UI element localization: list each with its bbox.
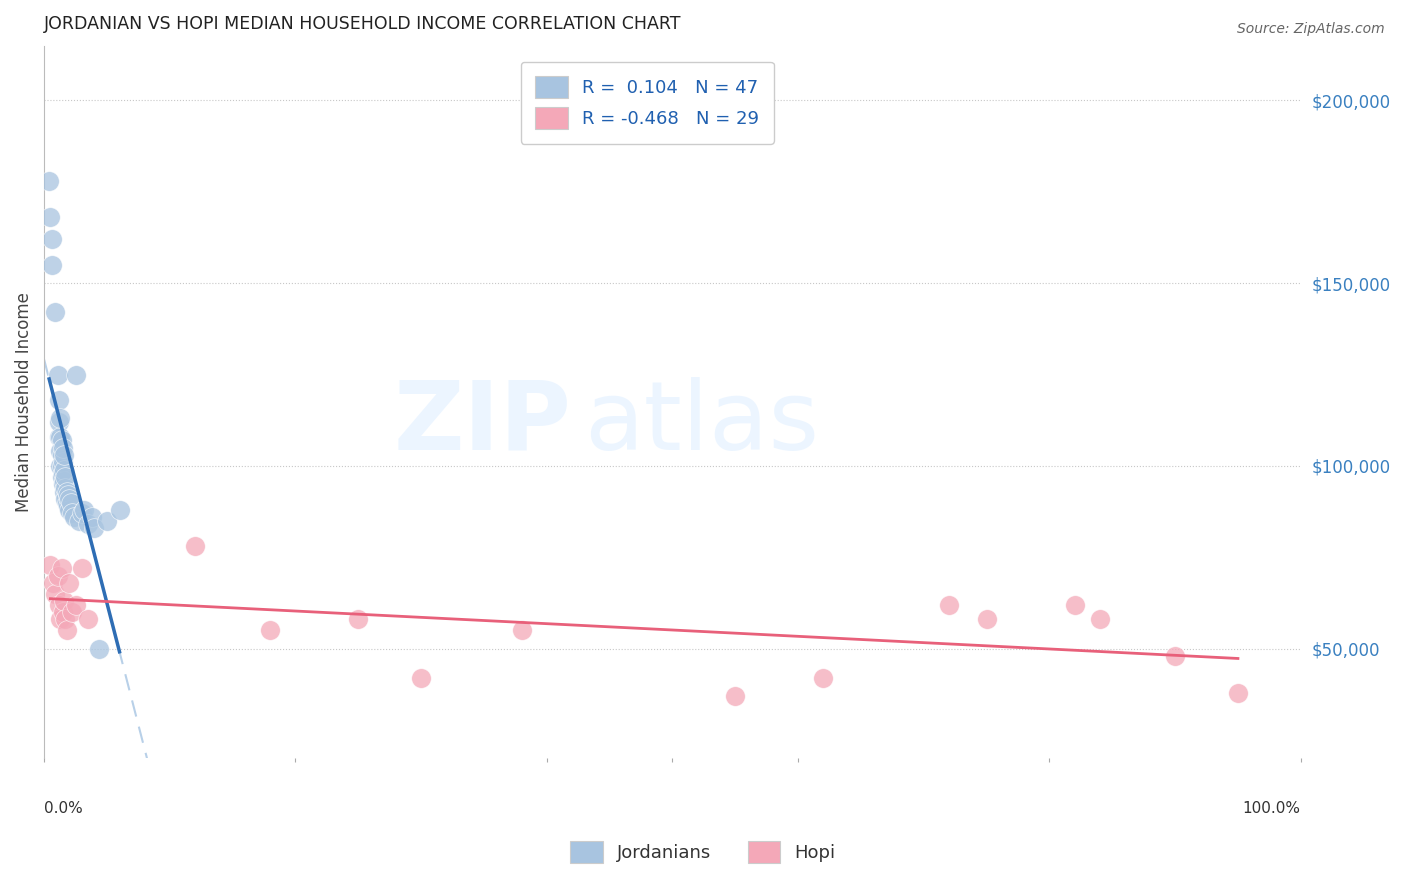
Point	[44, 305, 66, 319]
Point	[52, 441, 75, 455]
Point	[41, 258, 63, 272]
Point	[49, 411, 72, 425]
Text: 100.0%: 100.0%	[1243, 801, 1301, 816]
Point	[56, 499, 79, 513]
Legend: Jordanians, Hopi: Jordanians, Hopi	[560, 830, 846, 874]
Point	[39, 558, 62, 572]
Point	[96, 514, 118, 528]
Point	[813, 671, 835, 685]
Point	[49, 430, 72, 444]
Point	[184, 540, 207, 554]
Point	[55, 495, 77, 509]
Point	[108, 503, 131, 517]
Point	[48, 415, 70, 429]
Point	[259, 624, 281, 638]
Point	[52, 605, 75, 619]
Point	[49, 444, 72, 458]
Point	[51, 434, 73, 448]
Text: atlas: atlas	[585, 377, 820, 470]
Point	[65, 368, 87, 382]
Legend: R =  0.104   N = 47, R = -0.468   N = 29: R = 0.104 N = 47, R = -0.468 N = 29	[520, 62, 773, 144]
Point	[53, 594, 76, 608]
Point	[63, 510, 86, 524]
Point	[67, 514, 90, 528]
Point	[347, 612, 370, 626]
Point	[49, 612, 72, 626]
Point	[58, 503, 80, 517]
Point	[60, 507, 83, 521]
Point	[46, 568, 69, 582]
Point	[65, 598, 87, 612]
Point	[1088, 612, 1111, 626]
Point	[55, 484, 77, 499]
Point	[55, 491, 77, 506]
Point	[70, 561, 93, 575]
Point	[53, 474, 76, 488]
Point	[56, 488, 79, 502]
Point	[41, 232, 63, 246]
Point	[48, 430, 70, 444]
Point	[1063, 598, 1085, 612]
Point	[1226, 685, 1249, 699]
Point	[976, 612, 998, 626]
Point	[48, 598, 70, 612]
Point	[510, 624, 533, 638]
Point	[83, 521, 105, 535]
Point	[51, 448, 73, 462]
Point	[77, 612, 100, 626]
Point	[44, 587, 66, 601]
Point	[89, 641, 111, 656]
Point	[46, 368, 69, 382]
Point	[70, 507, 93, 521]
Point	[58, 575, 80, 590]
Point	[53, 448, 76, 462]
Point	[51, 470, 73, 484]
Point	[938, 598, 960, 612]
Point	[724, 690, 747, 704]
Y-axis label: Median Household Income: Median Household Income	[15, 292, 32, 512]
Point	[55, 470, 77, 484]
Point	[1164, 648, 1187, 663]
Point	[51, 561, 73, 575]
Text: JORDANIAN VS HOPI MEDIAN HOUSEHOLD INCOME CORRELATION CHART: JORDANIAN VS HOPI MEDIAN HOUSEHOLD INCOM…	[44, 15, 682, 33]
Point	[80, 510, 103, 524]
Text: Source: ZipAtlas.com: Source: ZipAtlas.com	[1237, 22, 1385, 37]
Point	[55, 612, 77, 626]
Point	[51, 458, 73, 473]
Text: 0.0%: 0.0%	[44, 801, 83, 816]
Point	[58, 491, 80, 506]
Point	[411, 671, 433, 685]
Point	[77, 517, 100, 532]
Text: ZIP: ZIP	[394, 377, 572, 470]
Point	[49, 458, 72, 473]
Point	[48, 393, 70, 408]
Point	[53, 484, 76, 499]
Point	[73, 503, 96, 517]
Point	[53, 462, 76, 476]
Point	[52, 455, 75, 469]
Point	[59, 495, 82, 509]
Point	[42, 575, 65, 590]
Point	[52, 477, 75, 491]
Point	[55, 481, 77, 495]
Point	[55, 624, 77, 638]
Point	[38, 174, 60, 188]
Point	[52, 467, 75, 481]
Point	[60, 605, 83, 619]
Point	[39, 211, 62, 225]
